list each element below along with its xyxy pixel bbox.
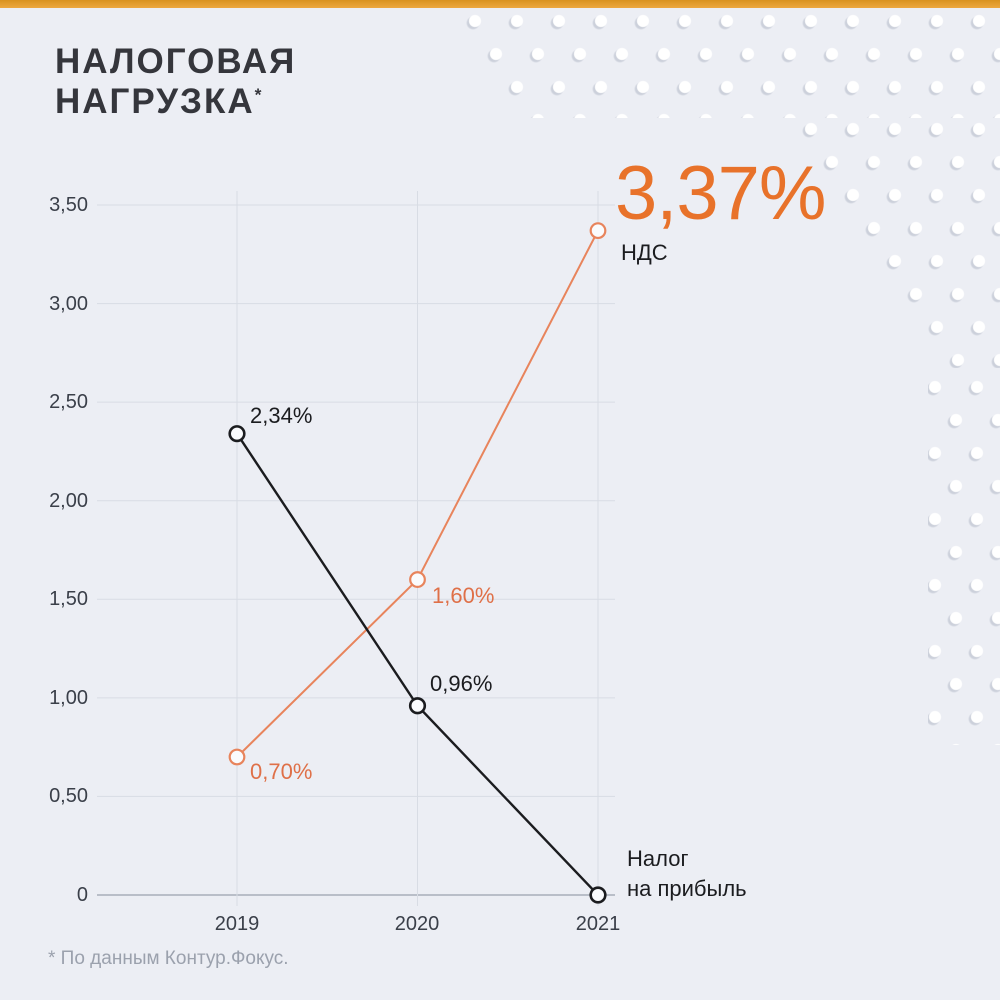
data-label-vat-2019: 0,70% [250,759,313,784]
x-axis-tick-label: 2020 [394,913,440,935]
x-axis-tick-label: 2019 [214,913,260,935]
page-title: НАЛОГОВАЯ НАГРУЗКА* [55,42,296,123]
footnote-marker: * [254,84,264,105]
y-axis-tick-label: 2,00 [49,490,88,512]
data-label-profit-2020: 0,96% [430,671,493,696]
data-label-vat-2020: 1,60% [432,583,495,608]
x-axis-tick-label: 2021 [575,913,621,935]
y-axis-tick-label: 1,50 [49,588,88,610]
top-accent-bar [0,0,1000,8]
y-axis-tick-label: 3,00 [49,293,88,315]
series-label-vat: НДС [621,240,668,265]
data-label-vat-2021-big: 3,37% [615,151,826,236]
series-label-profit-tax: Налог на прибыль [627,846,747,901]
droplet-pattern-top [452,10,1000,118]
data-label-profit-2019: 2,34% [250,403,313,428]
footnote-text: * По данным Контур.Фокус. [48,948,289,969]
y-axis-tick-label: 0 [76,884,88,906]
page-title-line1: НАЛОГОВАЯ [55,42,297,81]
y-axis-tick-label: 2,50 [49,391,88,413]
y-axis-tick-label: 0,50 [49,785,88,807]
page-title-line2: НАГРУЗКА [55,82,255,122]
droplet-pattern-right [928,368,1000,745]
y-axis-tick-label: 1,00 [49,687,88,709]
y-axis-tick-label: 3,50 [49,194,88,216]
